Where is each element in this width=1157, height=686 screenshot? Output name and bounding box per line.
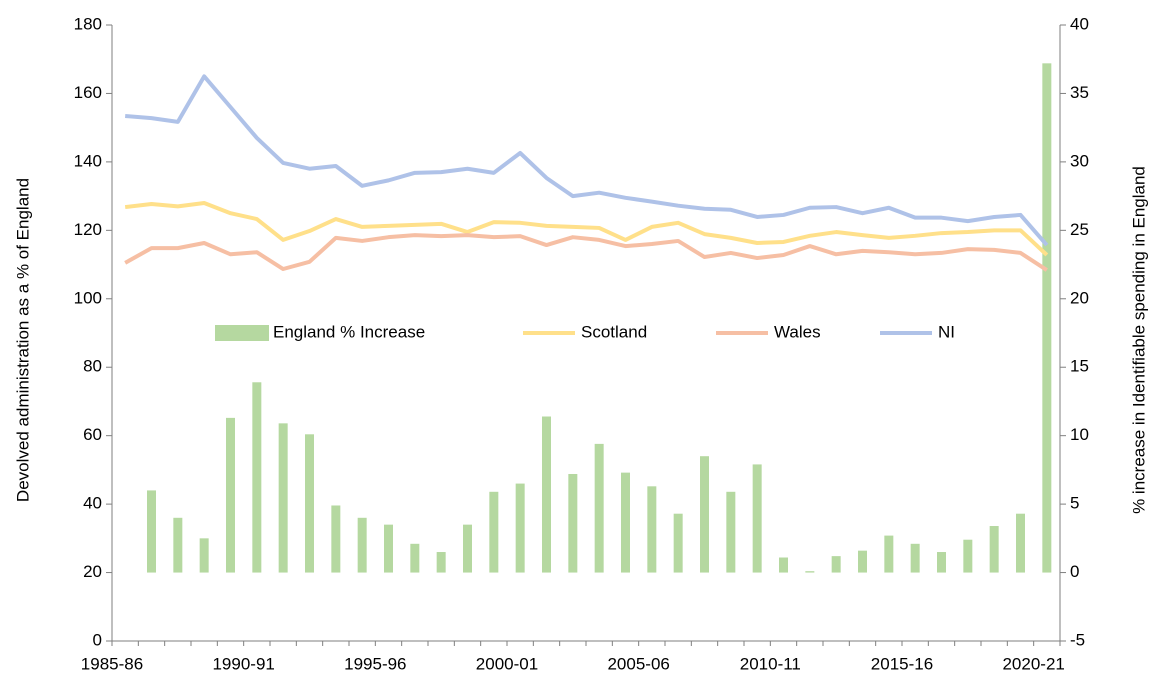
y2-tick-label: 20 xyxy=(1070,288,1089,307)
bar xyxy=(752,464,762,573)
y2-tick-label: 0 xyxy=(1070,562,1079,581)
y-tick-label: 140 xyxy=(74,151,102,170)
y2-tick-label: 10 xyxy=(1070,425,1089,444)
y-tick-label: 60 xyxy=(83,425,102,444)
y2-tick-label: 25 xyxy=(1070,220,1089,239)
bar xyxy=(436,552,446,573)
y-tick-label: 180 xyxy=(74,14,102,33)
bar xyxy=(305,434,314,573)
legend-label: England % Increase xyxy=(273,322,425,341)
legend-label: NI xyxy=(938,322,955,341)
legend-label: Scotland xyxy=(581,322,647,341)
bar xyxy=(410,543,420,573)
y-tick-label: 20 xyxy=(83,562,102,581)
y-tick-label: 120 xyxy=(74,220,102,239)
bar xyxy=(331,505,341,573)
legend-label: Wales xyxy=(774,322,821,341)
line-series xyxy=(125,74,1049,247)
bar xyxy=(726,491,736,573)
bar xyxy=(489,491,499,573)
x-tick-label: 1990-91 xyxy=(212,654,274,673)
bar xyxy=(989,526,999,573)
bar xyxy=(779,557,788,573)
bar xyxy=(805,571,815,573)
bar xyxy=(173,517,183,573)
x-tick-label: 2005-06 xyxy=(607,654,669,673)
bar xyxy=(673,513,683,573)
bar xyxy=(1016,513,1025,573)
x-tick-label: 2015-16 xyxy=(871,654,933,673)
bar xyxy=(147,490,156,573)
x-tick-label: 1995-96 xyxy=(344,654,406,673)
bar xyxy=(252,382,262,573)
bar xyxy=(568,473,578,573)
y2-tick-label: -5 xyxy=(1070,630,1085,649)
y-tick-label: 160 xyxy=(74,83,102,102)
bar xyxy=(226,417,235,573)
bar xyxy=(515,483,525,573)
bar xyxy=(463,524,472,573)
bar xyxy=(937,552,946,573)
line-series xyxy=(124,200,1049,257)
bar xyxy=(910,543,920,573)
y-tick-label: 80 xyxy=(83,357,102,376)
bar xyxy=(384,524,393,573)
y2-tick-label: 15 xyxy=(1070,357,1089,376)
legend-swatch xyxy=(215,325,269,341)
x-tick-label: 2020-21 xyxy=(1002,654,1064,673)
x-tick-label: 1985-86 xyxy=(81,654,143,673)
line-series xyxy=(124,233,1048,272)
x-tick-label: 2000-01 xyxy=(476,654,538,673)
y-axis-label: Devolved administration as a % of Englan… xyxy=(13,178,32,502)
y2-tick-label: 5 xyxy=(1070,494,1079,513)
bar xyxy=(884,535,894,573)
bar xyxy=(621,472,630,573)
y2-tick-label: 30 xyxy=(1070,151,1089,170)
bar xyxy=(357,517,367,573)
bar xyxy=(199,538,209,573)
bar xyxy=(858,550,867,573)
y2-tick-label: 35 xyxy=(1070,83,1089,102)
y2-axis-label: % increase in Identifiable spending in E… xyxy=(1129,166,1148,514)
bar xyxy=(1042,63,1052,573)
bar xyxy=(831,556,841,573)
bar xyxy=(647,486,657,573)
bar xyxy=(278,423,288,573)
bar xyxy=(594,443,604,573)
bar xyxy=(963,539,973,573)
y-tick-label: 0 xyxy=(93,630,102,649)
x-tick-label: 2010-11 xyxy=(740,654,801,673)
y-tick-label: 100 xyxy=(74,288,102,307)
bar xyxy=(542,416,551,573)
y2-tick-label: 40 xyxy=(1070,14,1089,33)
bar xyxy=(700,456,709,573)
y-tick-label: 40 xyxy=(83,494,102,513)
